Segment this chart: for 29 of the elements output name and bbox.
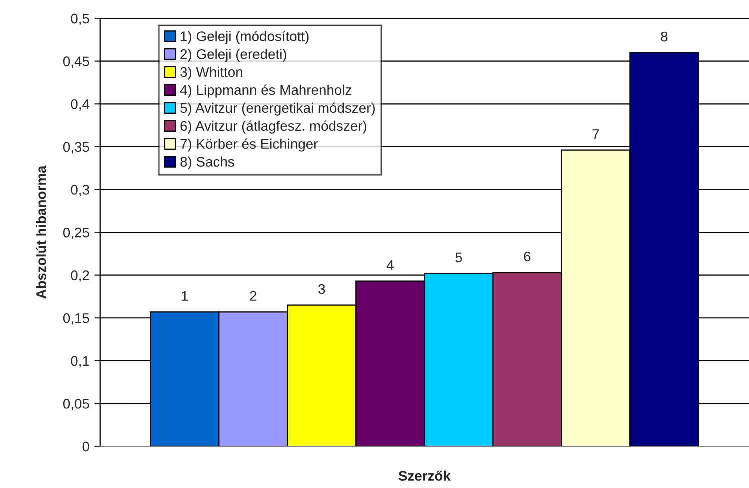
legend-label: 6) Avitzur (átlagfesz. módszer) [180,120,366,134]
y-tick-label: 0,35 [63,142,90,154]
y-tick-label: 0,25 [63,228,90,240]
legend-label: 8) Sachs [180,156,234,170]
y-tick-label: 0,4 [71,99,90,111]
y-tick-label: 0,3 [71,185,90,197]
y-tick-label: 0,1 [71,356,90,368]
x-axis-title: Szerzők [398,470,451,482]
annotation: 7 [592,130,600,140]
y-tick-label: 0,15 [63,313,90,325]
y-tick-label: 0,2 [71,270,90,282]
annotation: 8 [661,32,668,42]
y-tick-label: 0,5 [71,14,90,26]
y-tick-label: 0 [82,442,90,452]
annotation: 4 [386,260,394,270]
legend-label: 4) Lippmann és Mahrenholz [180,84,352,98]
annotation: 5 [456,252,462,263]
y-axis-title: Abszolút hibanorma [36,166,46,299]
annotation: 6 [524,252,531,262]
legend-label: 1) Geleji (módosított) [181,31,309,44]
legend-label: 3) Whitton [180,66,242,80]
annotation: 1 [182,291,188,301]
legend-label: 5) Avitzur (energetikai módszer) [180,102,375,116]
legend-label: 2) Geleji (eredeti) [180,49,286,62]
annotation: 3 [318,284,326,294]
legend-label: 7) Körber és Eichinger [180,138,318,152]
annotation: 2 [250,291,257,301]
y-tick-label: 0,45 [63,56,90,68]
y-tick-label: 0,05 [63,399,90,411]
